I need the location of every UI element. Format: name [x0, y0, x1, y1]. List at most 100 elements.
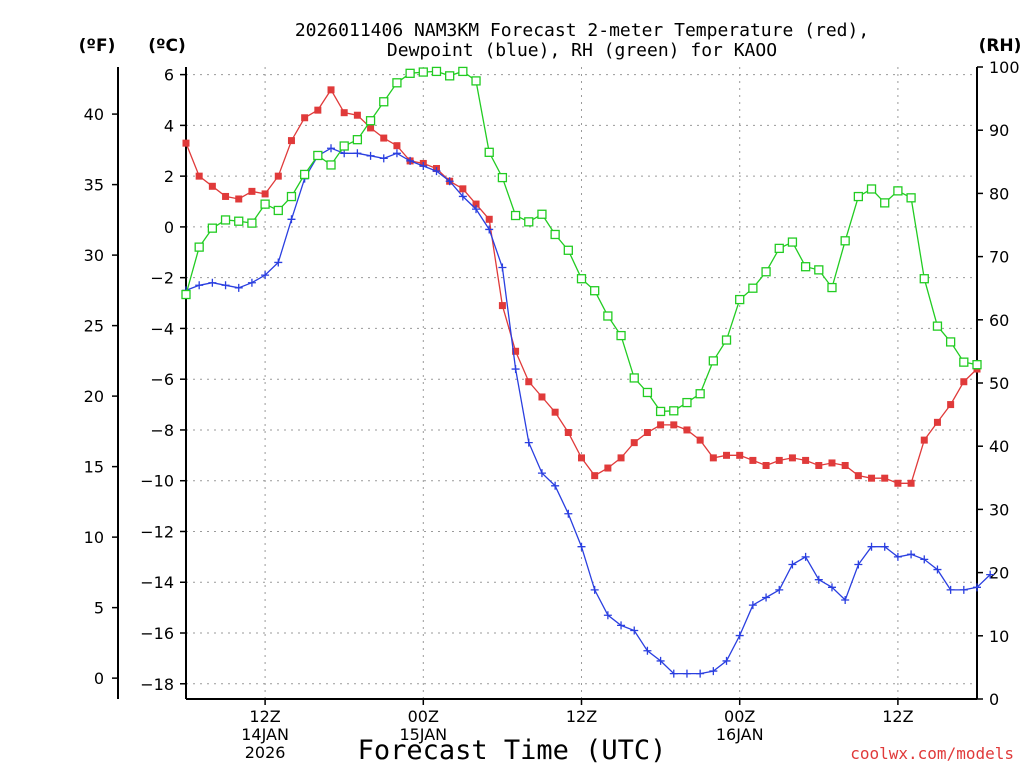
data-point — [498, 302, 506, 310]
data-point — [313, 150, 323, 161]
data-point — [497, 172, 508, 183]
data-point — [485, 215, 493, 223]
data-point — [616, 330, 626, 341]
data-point — [723, 451, 731, 459]
data-point — [945, 337, 956, 347]
data-point — [221, 281, 230, 290]
data-point — [181, 289, 191, 300]
data-point — [682, 669, 691, 678]
data-point — [274, 258, 283, 267]
data-point — [827, 583, 836, 592]
data-point — [274, 172, 282, 180]
data-point — [932, 321, 943, 331]
data-point — [590, 585, 599, 594]
data-point — [959, 585, 968, 594]
data-point — [894, 479, 902, 487]
data-point — [696, 436, 704, 444]
data-point — [405, 68, 415, 78]
data-point — [853, 191, 863, 202]
celsius-tick-label: −6 — [150, 370, 174, 389]
data-point — [630, 439, 638, 447]
data-point — [722, 656, 731, 665]
data-point — [392, 149, 401, 158]
data-point — [512, 347, 520, 355]
data-point — [972, 360, 982, 370]
celsius-tick-label: −14 — [140, 573, 174, 592]
data-point — [458, 192, 467, 201]
data-point — [736, 451, 744, 459]
data-point — [472, 205, 481, 214]
fahrenheit-unit-label: (ºF) — [79, 36, 116, 56]
data-point — [774, 243, 784, 254]
celsius-tick-label: 4 — [164, 116, 174, 135]
data-point — [657, 421, 665, 429]
data-point — [326, 160, 336, 170]
data-point — [352, 135, 363, 145]
celsius-tick-label: 2 — [164, 167, 174, 186]
data-point — [380, 134, 388, 142]
data-point — [735, 631, 744, 640]
data-point — [827, 282, 837, 293]
rh-tick-label: 70 — [989, 248, 1009, 267]
data-point — [379, 97, 389, 107]
rh-tick-label: 30 — [989, 500, 1009, 519]
data-point — [379, 154, 388, 163]
data-point — [260, 199, 270, 209]
data-point — [182, 139, 190, 147]
data-point — [299, 169, 310, 180]
data-point — [194, 242, 204, 252]
data-point — [669, 406, 679, 416]
data-point — [578, 454, 585, 462]
rh-tick-label: 100 — [989, 58, 1020, 77]
data-point — [814, 265, 824, 275]
data-point — [603, 311, 613, 321]
data-point — [643, 428, 651, 436]
fahrenheit-tick-label: 25 — [84, 317, 104, 336]
rh-tick-label: 60 — [989, 311, 1009, 330]
data-point — [709, 667, 718, 676]
data-point — [432, 167, 441, 176]
rh-tick-label: 50 — [989, 374, 1009, 393]
fahrenheit-tick-label: 35 — [84, 176, 104, 195]
data-point — [947, 401, 955, 409]
data-point — [511, 365, 520, 374]
data-point — [709, 454, 717, 462]
data-point — [960, 378, 968, 386]
data-point — [576, 274, 587, 284]
data-point — [537, 469, 546, 478]
celsius-tick-label: −16 — [140, 624, 174, 643]
data-point — [867, 542, 876, 551]
series-2-meter-temperature — [182, 86, 981, 487]
fahrenheit-tick-label: 40 — [84, 105, 104, 124]
data-point — [787, 237, 798, 247]
data-point — [393, 142, 401, 150]
celsius-tick-label: −8 — [150, 421, 174, 440]
data-point — [775, 456, 783, 464]
grid-lines — [186, 67, 977, 699]
rh-unit-label: (RH) — [979, 36, 1022, 56]
data-point — [669, 669, 678, 678]
data-point — [590, 286, 600, 296]
celsius-tick-label: −4 — [150, 319, 174, 338]
time-tick-label: 16JAN — [716, 725, 764, 744]
data-point — [591, 472, 599, 480]
celsius-tick-label: −2 — [150, 269, 174, 288]
data-point — [418, 67, 428, 77]
credit-text: coolwx.com/models — [850, 744, 1014, 763]
data-point — [353, 111, 361, 119]
data-point — [286, 191, 297, 202]
data-point — [604, 464, 612, 472]
data-point — [327, 144, 336, 153]
data-point — [459, 185, 467, 193]
time-tick-label: 12Z — [566, 707, 597, 726]
data-point — [406, 156, 415, 165]
data-point — [801, 552, 810, 561]
data-point — [208, 182, 216, 190]
time-tick-label: 12Z — [882, 707, 913, 726]
data-point — [510, 210, 521, 221]
data-point — [682, 397, 692, 408]
data-point — [537, 209, 547, 219]
data-point — [920, 555, 929, 564]
data-point — [222, 192, 230, 200]
